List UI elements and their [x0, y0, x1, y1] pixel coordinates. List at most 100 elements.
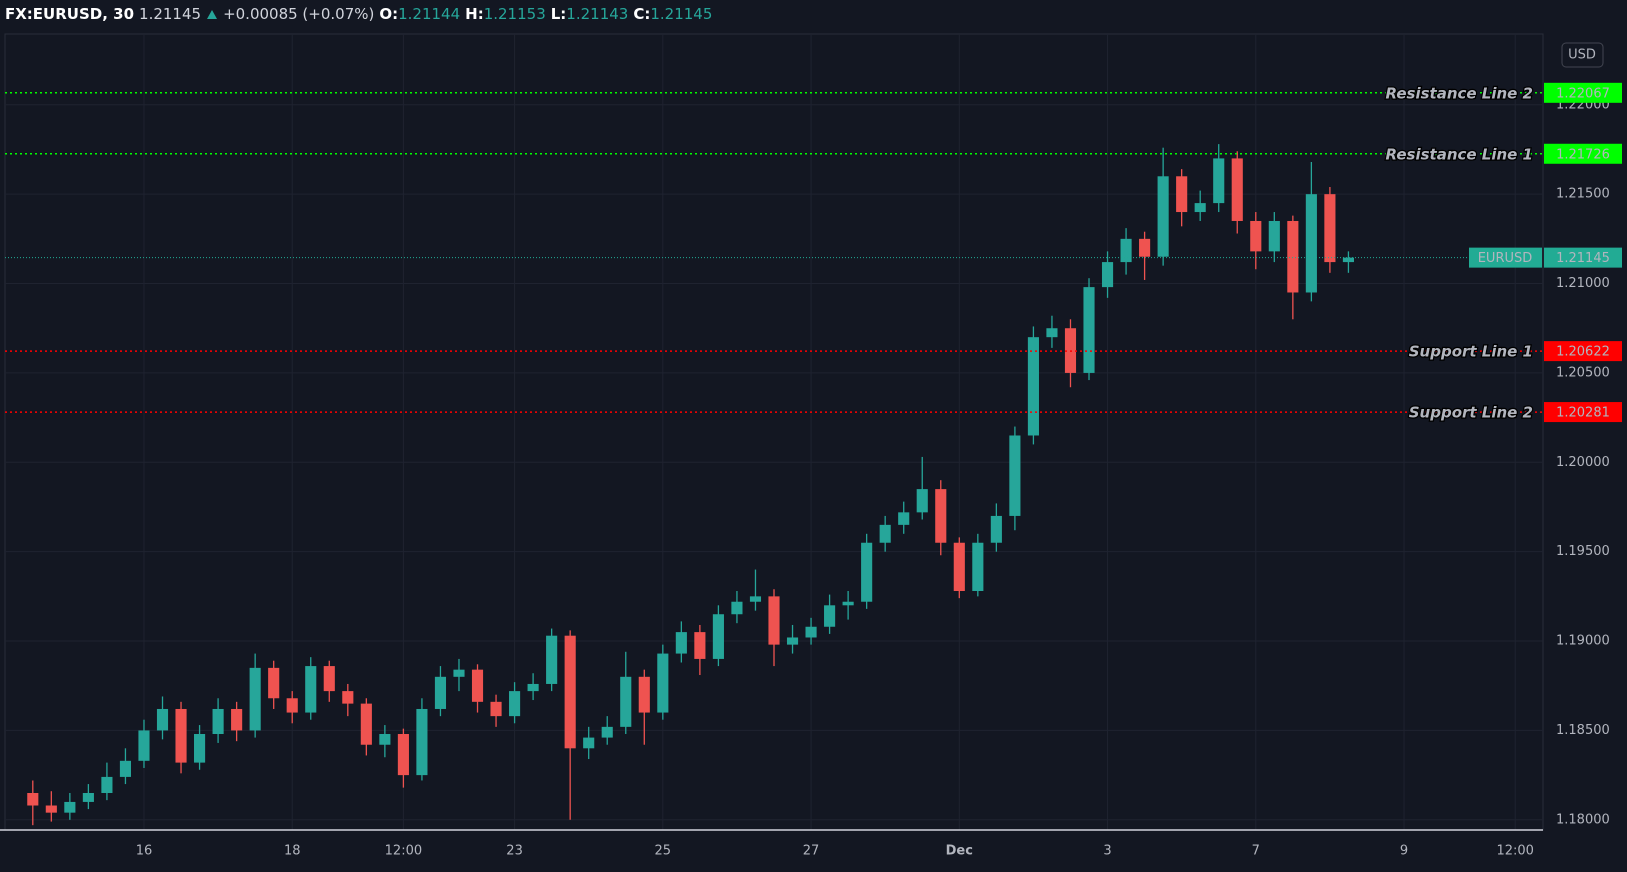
currency-button[interactable] [1561, 42, 1604, 68]
candle-body [1250, 220, 1262, 252]
level-value: 1.21726 [1556, 147, 1610, 162]
y-tick-label: 1.19000 [1556, 634, 1610, 649]
candle-body [82, 792, 94, 802]
high-value: 1.21153 [483, 5, 546, 23]
candle-body [119, 760, 132, 777]
x-tick-label: 27 [803, 844, 820, 859]
candle-body [935, 489, 947, 543]
last-price-name: EURUSD [1478, 251, 1533, 266]
x-tick-label: 25 [655, 844, 672, 859]
candle-body [1287, 220, 1299, 293]
candle-body [1176, 176, 1188, 213]
candle-body [1027, 337, 1039, 436]
candle-body [861, 542, 873, 602]
candle-body [286, 698, 298, 713]
candle-body [805, 626, 817, 638]
candle-body [305, 666, 317, 713]
candle-body [583, 737, 595, 749]
x-tick-label: 18 [284, 844, 301, 859]
candle-body [675, 632, 687, 654]
last-price-name-box [1469, 247, 1542, 268]
candle-body [786, 637, 799, 645]
candle-body [509, 691, 521, 717]
candle-body [972, 542, 984, 592]
level-name: Resistance Line 1 [1386, 145, 1533, 163]
candle-body [416, 708, 428, 776]
x-tick-label: 3 [1103, 844, 1111, 859]
candle-body [397, 734, 409, 776]
candle-body [564, 635, 576, 749]
y-tick-label: 1.18000 [1556, 812, 1610, 827]
candle-body [471, 669, 484, 702]
level-box [1544, 341, 1622, 362]
candle-body [1268, 220, 1280, 252]
candle-body [879, 524, 891, 543]
candle-body [231, 708, 243, 731]
candle-body [768, 596, 780, 645]
y-tick-label: 1.18500 [1556, 723, 1610, 738]
x-tick-label: 7 [1252, 844, 1260, 859]
candle-body [842, 601, 854, 606]
candle-body [749, 596, 762, 602]
candle-body [620, 676, 632, 727]
x-tick-label: Dec [946, 844, 973, 859]
level-box [1544, 402, 1622, 423]
level-name: Support Line 2 [1409, 404, 1533, 422]
y-tick-label: 1.20500 [1556, 365, 1610, 380]
level-value: 1.20281 [1556, 406, 1610, 421]
candle-body [1009, 435, 1021, 516]
candle-body [824, 605, 836, 627]
candle-body [342, 691, 354, 704]
candle-body [360, 703, 372, 745]
candle-body [268, 667, 280, 699]
candle-body [101, 776, 113, 793]
candle-body [601, 726, 613, 738]
candle-body [64, 801, 76, 813]
candle-body [194, 734, 206, 763]
candle-body [916, 489, 928, 513]
low-label: L: [550, 5, 567, 23]
level-name: Support Line 1 [1409, 343, 1533, 361]
y-tick-label: 1.20000 [1556, 455, 1610, 470]
y-tick-label: 1.19500 [1556, 544, 1610, 559]
last-price-box [1544, 247, 1622, 268]
x-tick-label: 12:00 [385, 844, 422, 859]
symbol: FX:EURUSD, 30 [5, 5, 135, 23]
y-tick-label: 1.21000 [1556, 276, 1610, 291]
candle-body [898, 512, 910, 525]
candle-body [249, 667, 261, 731]
candle-body [323, 666, 335, 692]
change: +0.00085 (+0.07%) [223, 5, 375, 23]
level-value: 1.22067 [1556, 86, 1610, 101]
candle-body [1120, 238, 1132, 263]
y-tick-label: 1.21500 [1556, 187, 1610, 202]
candle-body [638, 676, 650, 713]
candle-body [212, 708, 224, 735]
candle-body [1231, 158, 1243, 221]
candle-body [1157, 176, 1169, 257]
candle-body [453, 669, 465, 677]
low-value: 1.21143 [566, 5, 629, 23]
close-label: C: [633, 5, 651, 23]
open-value: 1.21144 [398, 5, 461, 23]
candle-body [527, 683, 539, 692]
level-value: 1.20622 [1556, 345, 1610, 360]
candle-body [657, 653, 669, 713]
candle-body [731, 601, 743, 615]
candle-body [953, 542, 965, 592]
x-tick-label: 12:00 [1496, 844, 1533, 859]
legend-header: FX:EURUSD, 30 1.21145 +0.00085 (+0.07%) … [5, 5, 712, 23]
open-label: O: [379, 5, 399, 23]
currency-label[interactable]: USD [1568, 48, 1596, 63]
candle-body [138, 730, 150, 761]
candle-body [1324, 194, 1336, 263]
x-tick-label: 9 [1400, 844, 1408, 859]
candle-body [175, 708, 187, 763]
high-label: H: [465, 5, 484, 23]
last-price: 1.21145 [139, 5, 202, 23]
candle-body [694, 632, 706, 659]
candle-body [27, 792, 39, 806]
